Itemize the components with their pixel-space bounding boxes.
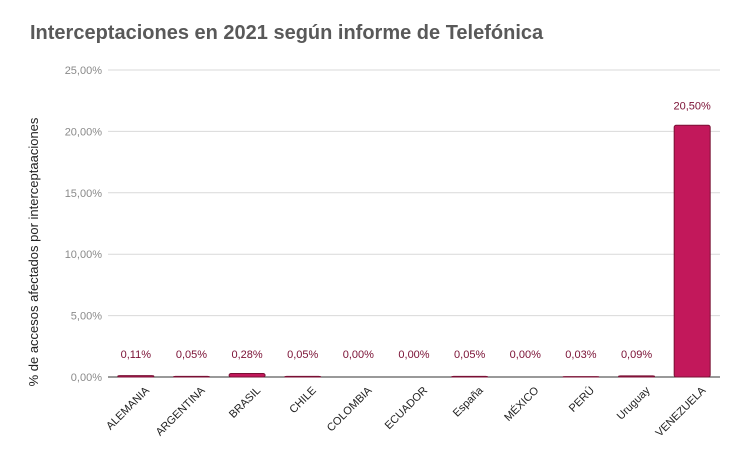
category-label: MÉXICO	[502, 384, 542, 424]
bar	[673, 124, 711, 378]
y-tick-label: 5,00%	[71, 311, 102, 323]
bar	[284, 375, 322, 378]
category-label: COLOMBIA	[325, 384, 375, 434]
category-label: BRASIL	[227, 385, 263, 421]
category-label: España	[451, 384, 486, 419]
category-label: Uruguay	[615, 384, 653, 422]
data-label: 0,05%	[454, 349, 485, 361]
bar	[172, 375, 210, 378]
y-tick-label: 0,00%	[71, 372, 102, 384]
category-label: PERÚ	[566, 384, 597, 415]
category-label: ARGENTINA	[154, 384, 208, 438]
y-tick-label: 15,00%	[65, 188, 103, 200]
data-label: 0,28%	[231, 349, 262, 361]
bar	[618, 375, 656, 378]
data-label: 0,09%	[621, 349, 652, 361]
category-label: ECUADOR	[383, 385, 430, 432]
data-label: 0,00%	[398, 349, 429, 361]
data-label: 0,05%	[287, 349, 318, 361]
y-axis-tick-labels: 0,00% 5,00% 10,00% 15,00% 20,00% 25,00%	[65, 65, 103, 384]
bar	[451, 375, 489, 378]
category-label: ALEMANIA	[104, 384, 152, 432]
data-label: 0,00%	[510, 349, 541, 361]
data-label: 20,50%	[674, 100, 712, 112]
bars	[117, 124, 711, 378]
y-tick-label: 10,00%	[65, 249, 103, 261]
bar	[117, 375, 155, 378]
y-tick-label: 25,00%	[65, 65, 103, 77]
x-axis-category-labels: ALEMANIA ARGENTINA BRASIL CHILE COLOMBIA ECUA…	[104, 384, 709, 440]
data-label: 0,05%	[176, 349, 207, 361]
data-label: 0,03%	[565, 349, 596, 361]
bar	[228, 373, 266, 378]
y-axis-title: % de accesos afectados por interceptaaci…	[26, 117, 41, 386]
data-label: 0,00%	[343, 349, 374, 361]
chart-title: Interceptaciones en 2021 según informe d…	[30, 22, 544, 44]
gridlines	[108, 69, 720, 378]
category-label: VENEZUELA	[654, 384, 709, 439]
data-labels: 0,11% 0,05% 0,28% 0,05% 0,00% 0,00% 0,05% 0,00%…	[121, 100, 711, 361]
y-tick-label: 20,00%	[65, 126, 103, 138]
category-label: CHILE	[287, 385, 318, 416]
data-label: 0,11%	[121, 349, 152, 361]
